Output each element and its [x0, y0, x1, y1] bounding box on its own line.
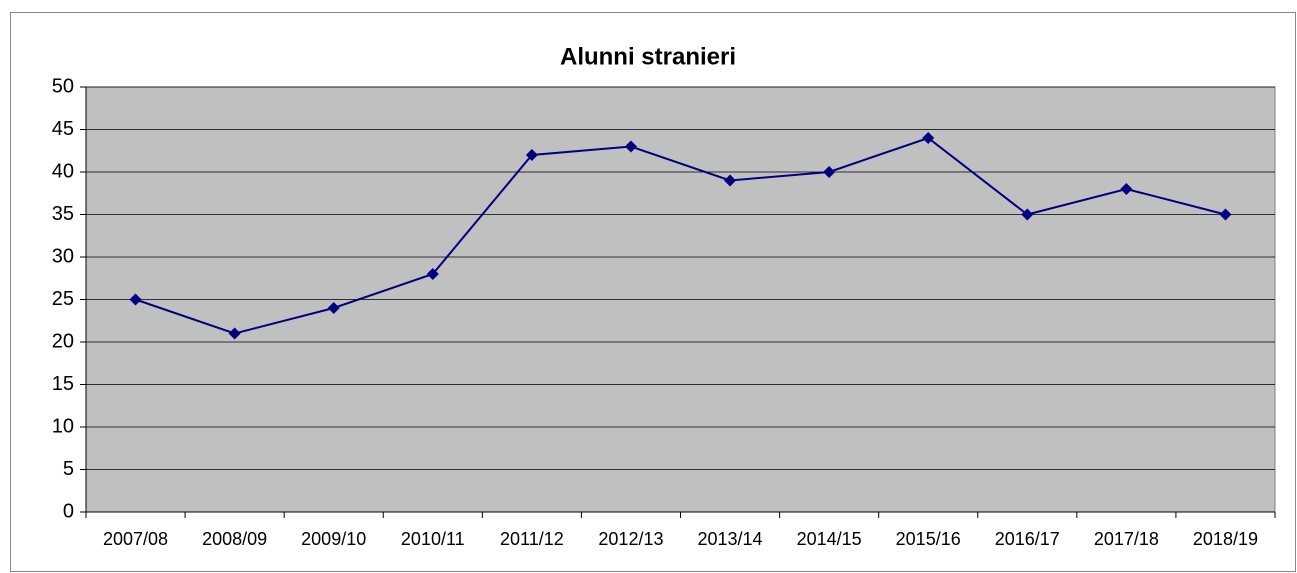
x-tick-label: 2011/12 [500, 529, 564, 549]
x-tick-label: 2008/09 [202, 529, 267, 549]
y-tick-label: 40 [52, 160, 74, 182]
marker [624, 140, 637, 153]
y-tick-label: 45 [52, 118, 74, 140]
x-tick-label: 2013/14 [698, 529, 763, 549]
marker [129, 293, 142, 306]
marker [1120, 183, 1133, 195]
y-tick-label: 20 [52, 330, 74, 352]
x-tick-label: 2015/16 [896, 529, 961, 549]
line [135, 136, 1226, 335]
x-tick-label: 2007/08 [103, 529, 168, 549]
x-tick-label: 2010/11 [401, 529, 465, 549]
x-tick-label: 2016/17 [995, 529, 1060, 549]
marker [327, 302, 340, 314]
x-tick-label: 2009/10 [301, 529, 366, 549]
y-tick-label: 10 [52, 415, 74, 437]
y-tick-label: 15 [52, 373, 74, 395]
x-tick-label: 2017/18 [1094, 529, 1159, 549]
marker [823, 166, 836, 178]
y-tick-label: 25 [52, 288, 74, 310]
x-tick-label: 2018/19 [1193, 529, 1258, 549]
y-tick-label: 50 [52, 75, 74, 97]
marker [922, 132, 935, 144]
y-tick-label: 30 [52, 245, 74, 267]
marker [724, 174, 737, 187]
y-tick-label: 5 [63, 458, 74, 480]
y-tick-label: 0 [63, 500, 74, 522]
marker [525, 149, 538, 161]
x-tick-label: 2012/13 [598, 529, 663, 549]
marker [228, 327, 241, 340]
marker [426, 268, 439, 280]
marker [1219, 208, 1232, 221]
x-tick-label: 2014/15 [797, 529, 862, 549]
y-tick-label: 35 [52, 203, 74, 225]
marker [1021, 208, 1034, 221]
chart-title: Alunni stranieri [560, 43, 736, 70]
